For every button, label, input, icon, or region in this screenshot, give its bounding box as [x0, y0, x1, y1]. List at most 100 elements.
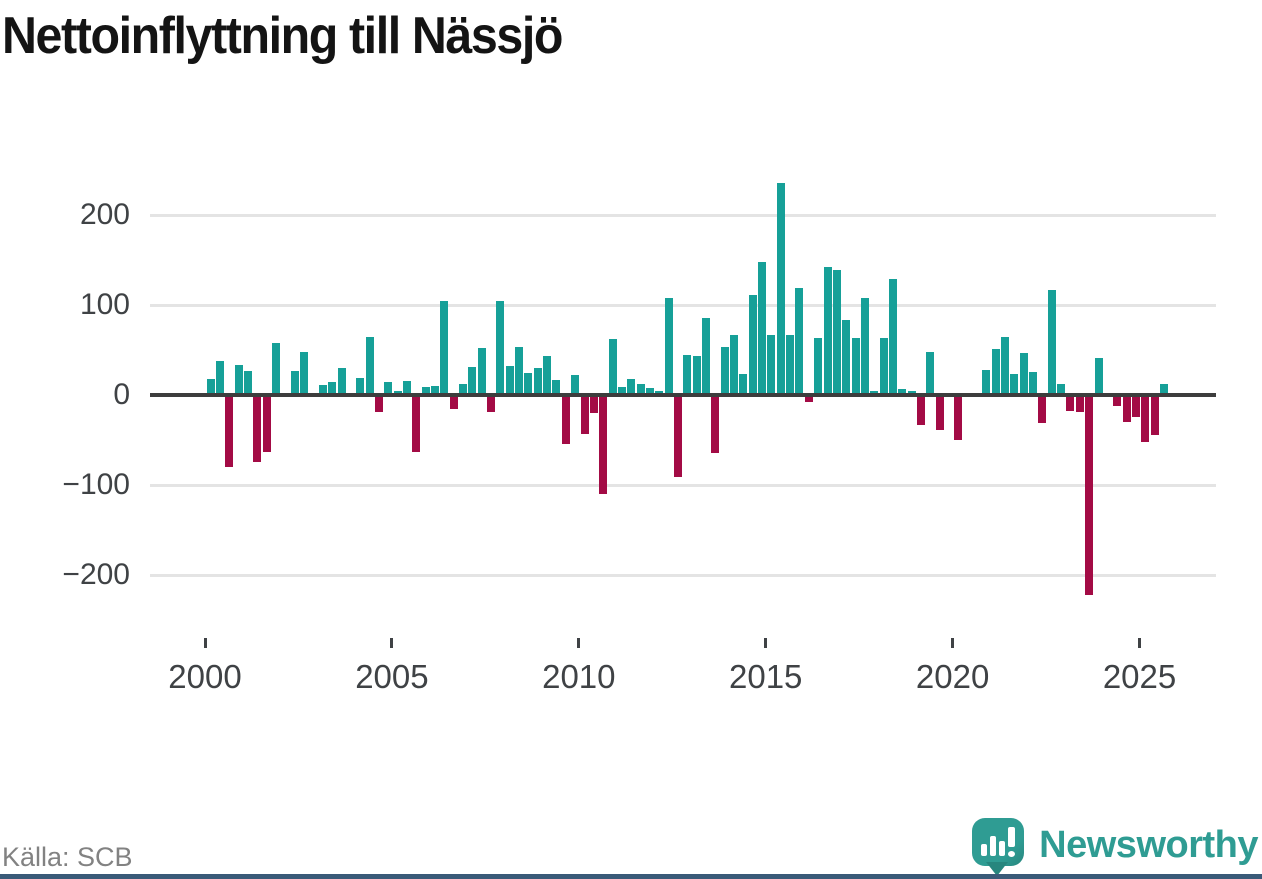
bar-quarter-2002q3	[300, 351, 309, 395]
newsworthy-logo: Newsworthy	[972, 814, 1258, 876]
speech-bubble-shape	[972, 818, 1025, 866]
bar-quarter-2010q4	[608, 339, 617, 395]
bar-quarter-2004q3	[374, 395, 383, 413]
bar-quarter-2007q4	[496, 300, 505, 395]
bar-quarter-2003q3	[337, 368, 346, 395]
bar-quarter-2006q2	[440, 300, 449, 395]
bar-quarter-2021q4	[1019, 352, 1028, 395]
bar-quarter-2017q2	[851, 338, 860, 395]
bar-quarter-2010q3	[599, 395, 608, 494]
bar-quarter-2022q1	[1029, 371, 1038, 395]
x-axis-tick-2025	[1138, 638, 1142, 648]
logo-bar-icon	[981, 844, 988, 856]
logo-exclamation-icon	[1008, 827, 1016, 847]
bar-quarter-2001q4	[272, 342, 281, 395]
bar-quarter-2014q3	[748, 295, 757, 395]
bar-quarter-2020q1	[954, 395, 963, 440]
bar-quarter-2021q2	[1001, 336, 1010, 395]
bar-quarter-2015q4	[795, 287, 804, 395]
bar-quarter-2006q3	[449, 395, 458, 409]
bar-quarter-2009q1	[543, 356, 552, 395]
bar-quarter-2005q4	[421, 386, 430, 395]
x-axis-label-2000: 2000	[168, 658, 242, 695]
bar-quarter-2011q4	[645, 387, 654, 395]
bar-quarter-2016q2	[814, 338, 823, 395]
bar-quarter-2023q2	[1075, 395, 1084, 413]
bar-quarter-2014q4	[758, 261, 767, 395]
bar-quarter-2023q4	[1094, 358, 1103, 395]
bar-quarter-2014q2	[739, 374, 748, 395]
bar-quarter-2008q3	[524, 373, 533, 395]
bar-quarter-2025q2	[1150, 395, 1159, 435]
bar-quarter-2011q2	[627, 378, 636, 395]
bar-quarter-2020q4	[982, 369, 991, 395]
bar-quarter-2003q1	[318, 385, 327, 395]
gridline-100	[150, 303, 1216, 307]
bar-quarter-2013q2	[702, 317, 710, 395]
bar-quarter-2000q1	[206, 378, 215, 395]
bar-quarter-2002q2	[290, 370, 299, 395]
bar-quarter-2016q4	[832, 269, 841, 395]
y-axis-label-200: 200	[79, 198, 130, 231]
bar-quarter-2001q2	[253, 395, 262, 462]
bar-quarter-2019q2	[926, 351, 935, 395]
bar-quarter-2016q3	[823, 267, 832, 395]
bar-quarter-2007q1	[468, 367, 477, 395]
bar-quarter-2017q1	[842, 320, 851, 395]
bar-quarter-2009q3	[561, 395, 570, 444]
y-axis-label-0: 0	[113, 378, 130, 411]
bar-quarter-2021q1	[991, 349, 1000, 395]
x-axis-tick-2020	[951, 638, 955, 648]
bar-quarter-2019q3	[935, 395, 944, 431]
bar-quarter-2013q3	[711, 395, 720, 453]
bar-quarter-2004q4	[384, 382, 393, 395]
bar-quarter-2000q3	[225, 395, 234, 467]
bar-quarter-2019q1	[916, 395, 925, 425]
x-axis-label-2010: 2010	[542, 658, 616, 695]
bar-quarter-2021q3	[1010, 374, 1019, 395]
bar-quarter-2007q2	[477, 348, 486, 395]
bar-quarter-2011q1	[617, 386, 626, 395]
bar-quarter-2006q1	[430, 386, 439, 395]
bar-quarter-2010q1	[580, 395, 589, 434]
y-axis-label-100: 100	[79, 288, 130, 321]
bar-quarter-2007q3	[487, 395, 496, 413]
bar-quarter-2006q4	[459, 384, 468, 395]
bar-quarter-2025q3	[1159, 384, 1168, 395]
x-axis-label-2015: 2015	[729, 658, 803, 695]
bar-quarter-2001q3	[262, 395, 271, 452]
gridline-200	[150, 213, 1216, 217]
source-label: Källa: SCB	[2, 842, 133, 872]
bar-quarter-2024q4	[1131, 395, 1140, 417]
bar-quarter-2013q4	[720, 347, 729, 395]
bar-quarter-2001q1	[244, 370, 253, 395]
bar-quarter-2003q2	[328, 381, 337, 395]
bar-quarter-2017q3	[860, 297, 869, 395]
gridline--100	[150, 483, 1216, 487]
bar-quarter-2018q1	[879, 338, 888, 395]
bar-quarter-2008q1	[505, 366, 514, 395]
x-axis-label-2025: 2025	[1102, 658, 1177, 695]
x-axis-label-2020: 2020	[915, 658, 990, 695]
newsworthy-speech-bubble-chart-icon	[972, 814, 1026, 876]
bar-quarter-2012q4	[683, 354, 692, 395]
zero-axis-line	[150, 393, 1216, 397]
logo-bar-icon	[999, 841, 1006, 856]
bar-quarter-2024q3	[1122, 395, 1131, 422]
bar-quarter-2013q1	[692, 356, 701, 395]
bar-quarter-2015q1	[767, 334, 776, 395]
speech-bubble-tail	[986, 862, 1009, 876]
bar-quarter-2025q1	[1141, 395, 1150, 442]
bar-quarter-2008q4	[533, 368, 542, 395]
bar-quarter-2004q2	[365, 336, 374, 395]
gridline--200	[150, 573, 1216, 577]
bar-quarter-2000q4	[234, 365, 243, 395]
bar-quarter-2012q3	[673, 395, 682, 477]
y-axis-label--200: −200	[62, 558, 130, 591]
footer-accent-bar	[0, 874, 1262, 879]
logo-exclamation-dot-icon	[1008, 851, 1016, 857]
x-axis-tick-2010	[577, 638, 581, 648]
bar-quarter-2005q3	[412, 395, 421, 452]
